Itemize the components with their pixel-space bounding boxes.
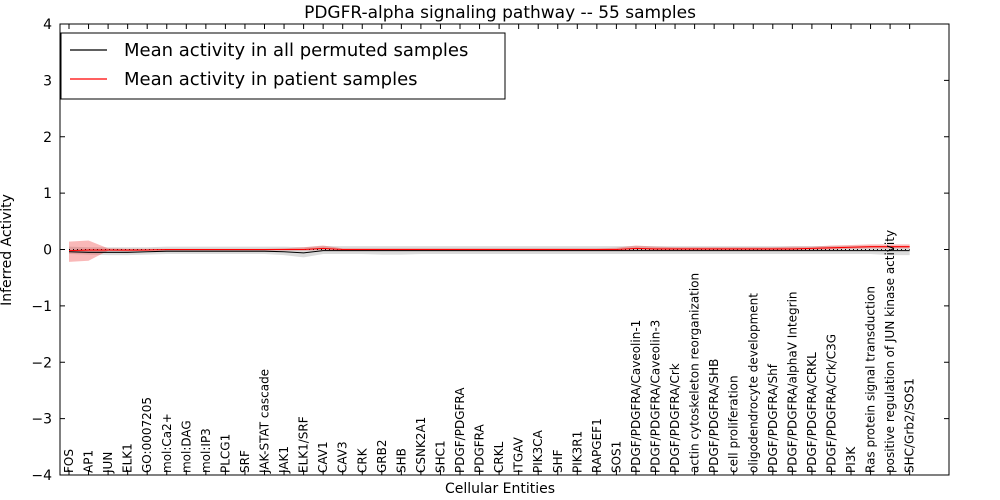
y-tick-label: −3 [31,412,52,428]
x-tick-label: JAK-STAT cascade [258,369,272,474]
x-tick-label: mol:DAG [179,420,193,473]
x-tick-label: JUN [101,452,115,474]
x-tick-label: SHB [394,448,408,473]
x-tick-label: ELK1/SRF [297,416,311,473]
x-tick-label: PDGF/PDGFRA/CRKL [805,352,819,473]
x-tick-label: ELK1 [121,443,135,473]
chart-title: PDGFR-alpha signaling pathway -- 55 samp… [304,3,696,23]
line-permuted-mean [68,250,910,254]
x-tick-label: SOS1 [609,441,623,473]
x-tick-label: mol:IP3 [199,428,213,473]
x-tick-label: PDGF/PDGFRA/Caveolin-1 [629,320,643,473]
x-tick-label: positive regulation of JUN kinase activi… [883,230,897,473]
plot-area: −4 −3 −2 −1 0 1 2 3 4 FOS AP1 JUN ELK1 GO:0007205 mol:… [31,17,949,484]
x-tick-label: PIK3CA [531,429,545,473]
legend-label-permuted: Mean activity in all permuted samples [124,40,468,61]
x-tick-label: actin cytoskeleton reorganization [688,273,702,473]
x-tick-label: Ras protein signal transduction [864,286,878,473]
x-tick-label: JAK1 [277,446,291,474]
x-tick-label: PLCG1 [218,434,232,473]
x-tick-label: SHC/Grb2/SOS1 [903,378,917,473]
x-tick-label: PDGF/PDGFRA [453,387,467,473]
y-tick-label: 2 [43,130,52,146]
x-tick-label: SHF [551,449,565,473]
x-tick-label: cell proliferation [727,375,741,473]
y-tick-label: −4 [31,468,52,484]
legend-box [60,32,506,100]
x-tick-label: RAPGEF1 [590,418,604,473]
x-axis-title: Cellular Entities [445,481,555,497]
x-tick-label: PIK3R1 [570,431,584,473]
legend-label-patient: Mean activity in patient samples [124,69,418,90]
x-tick-label: mol:Ca2+ [160,413,174,473]
x-tick-label: GRB2 [375,439,389,473]
x-tick-label: oligodendrocyte development [746,293,760,473]
plot-frame [59,23,950,476]
line-patient-mean [68,246,910,252]
x-tick-label: SHC1 [433,440,447,473]
y-tick-label: 4 [43,17,52,33]
x-tick-label: PDGFRA [473,423,487,473]
x-tick-label: CAV3 [336,441,350,473]
x-tick-label: PDGF/PDGFRA/Shf [766,363,780,473]
y-tick-label: 3 [43,73,52,89]
legend: Mean activity in all permuted samples Me… [60,32,506,100]
y-tick-label: 1 [43,186,52,202]
x-tick-label: CRK [355,447,369,473]
x-tick-label: PI3K [844,446,858,473]
y-tick-label: 0 [43,243,52,259]
x-tick-label: AP1 [82,450,96,473]
x-tick-label: PDGF/PDGFRA/SHB [707,359,721,473]
x-tick-label: PDGF/PDGFRA/Crk/C3G [824,334,838,473]
x-tick-label: PDGF/PDGFRA/Crk [668,363,682,473]
x-tick-label: ITGAV [512,436,526,473]
x-tick-label: CAV1 [316,441,330,473]
x-tick-label: PDGF/PDGFRA/alphaV Integrin [785,291,799,473]
x-tick-label: FOS [62,449,76,473]
x-tick-label: GO:0007205 [140,397,154,473]
x-tick-label: CSNK2A1 [414,417,428,473]
y-tick-label: −2 [31,355,52,371]
x-tick-label: PDGF/PDGFRA/Caveolin-3 [649,320,663,473]
y-tick-label: −1 [31,299,52,315]
x-tick-label: CRKL [492,441,506,473]
y-axis-title: Inferred Activity [0,194,15,306]
x-tick-label: SRF [238,450,252,473]
